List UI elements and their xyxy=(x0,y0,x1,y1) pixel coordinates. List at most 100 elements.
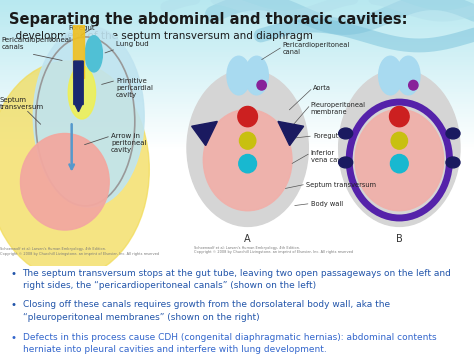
Bar xyxy=(0,87,474,89)
Bar xyxy=(0,144,474,147)
Bar xyxy=(0,10,474,12)
Bar xyxy=(0,84,474,87)
Text: Septum
transversum: Septum transversum xyxy=(0,97,44,110)
Bar xyxy=(0,112,474,114)
Bar xyxy=(0,124,474,127)
Bar xyxy=(0,149,474,355)
Ellipse shape xyxy=(338,70,460,226)
Bar xyxy=(0,107,474,109)
Bar xyxy=(0,99,474,102)
Circle shape xyxy=(390,106,409,127)
Ellipse shape xyxy=(33,26,144,207)
Polygon shape xyxy=(191,121,217,146)
Ellipse shape xyxy=(379,56,402,95)
Text: Aorta: Aorta xyxy=(313,85,331,91)
Bar xyxy=(0,89,474,92)
Bar xyxy=(0,75,474,77)
Text: The septum transversum stops at the gut tube, leaving two open passageways on th: The septum transversum stops at the gut … xyxy=(23,269,451,290)
Bar xyxy=(0,2,474,5)
Text: Schoenwolf et al: Larsen's Human Embryology, 4th Edition.
Copyright © 2008 by Ch: Schoenwolf et al: Larsen's Human Embryol… xyxy=(194,246,353,254)
Ellipse shape xyxy=(227,56,250,95)
Bar xyxy=(0,94,474,97)
Bar xyxy=(0,70,474,72)
Text: •: • xyxy=(11,333,17,343)
Bar xyxy=(0,55,474,57)
Text: •: • xyxy=(11,300,17,310)
Bar xyxy=(0,119,474,122)
Text: Arrow in
peritoneal
cavity: Arrow in peritoneal cavity xyxy=(111,133,146,153)
Bar xyxy=(0,67,474,70)
Bar xyxy=(0,37,474,40)
Ellipse shape xyxy=(338,128,353,139)
Text: Primitive
pericardial
cavity: Primitive pericardial cavity xyxy=(116,78,153,98)
Bar xyxy=(0,60,474,62)
Ellipse shape xyxy=(187,70,308,226)
Ellipse shape xyxy=(68,66,96,119)
Text: Separating the abdominal and thoracic cavities:: Separating the abdominal and thoracic ca… xyxy=(9,12,408,27)
Text: Schoenwolf et al: Larsen's Human Embryology, 4th Edition.
Copyright © 2008 by Ch: Schoenwolf et al: Larsen's Human Embryol… xyxy=(0,247,159,256)
Bar xyxy=(0,57,474,60)
Bar xyxy=(0,142,474,144)
Text: development of the septum transversum and diaphragm: development of the septum transversum an… xyxy=(9,31,313,41)
Ellipse shape xyxy=(0,61,149,278)
Text: Pericardioperitoneal
canal: Pericardioperitoneal canal xyxy=(283,42,350,55)
Bar xyxy=(0,80,474,82)
Ellipse shape xyxy=(338,157,353,168)
Bar xyxy=(0,77,474,80)
Text: Closing off these canals requires growth from the dorsolateral body wall, aka th: Closing off these canals requires growth… xyxy=(23,300,390,322)
Ellipse shape xyxy=(20,133,109,230)
Bar xyxy=(0,147,474,149)
Bar xyxy=(0,109,474,112)
Bar xyxy=(0,104,474,107)
Text: Body wall: Body wall xyxy=(310,201,343,207)
Bar xyxy=(0,15,474,17)
Bar xyxy=(0,52,474,55)
Bar xyxy=(0,25,474,27)
Text: Defects in this process cause CDH (congenital diaphragmatic hernias): abdominal : Defects in this process cause CDH (conge… xyxy=(23,333,436,354)
Bar xyxy=(0,127,474,129)
Ellipse shape xyxy=(446,128,460,139)
Ellipse shape xyxy=(245,56,268,95)
Ellipse shape xyxy=(203,109,292,211)
Bar xyxy=(0,62,474,65)
Bar xyxy=(0,65,474,67)
Bar xyxy=(0,134,474,137)
Bar xyxy=(0,32,474,35)
Text: Lung bud: Lung bud xyxy=(116,41,149,47)
Circle shape xyxy=(391,154,408,173)
Ellipse shape xyxy=(85,36,102,72)
Bar xyxy=(0,72,474,75)
Bar xyxy=(0,30,474,32)
Circle shape xyxy=(238,106,257,127)
Bar xyxy=(0,40,474,42)
Bar xyxy=(0,102,474,104)
Bar xyxy=(0,45,474,47)
Text: Septum transversum: Septum transversum xyxy=(306,182,376,188)
Text: •: • xyxy=(11,269,17,279)
Bar xyxy=(0,137,474,139)
Ellipse shape xyxy=(355,109,444,211)
Text: Pleuroperitoneal
membrane: Pleuroperitoneal membrane xyxy=(310,102,365,115)
Bar xyxy=(0,20,474,22)
Text: Foregut: Foregut xyxy=(69,25,95,31)
Circle shape xyxy=(409,80,418,90)
Circle shape xyxy=(391,132,408,149)
Ellipse shape xyxy=(397,56,420,95)
Text: Inferior
vena cava: Inferior vena cava xyxy=(310,151,345,163)
Circle shape xyxy=(239,132,256,149)
Circle shape xyxy=(257,80,266,90)
Text: Pericardioperitoneal
canals: Pericardioperitoneal canals xyxy=(2,37,72,50)
Bar xyxy=(0,139,474,142)
Text: Foregut: Foregut xyxy=(313,133,338,140)
Bar xyxy=(0,117,474,119)
Bar xyxy=(73,18,83,78)
Bar xyxy=(0,132,474,134)
Bar xyxy=(0,122,474,124)
Bar xyxy=(0,97,474,99)
Circle shape xyxy=(239,154,256,173)
Text: A: A xyxy=(244,234,251,244)
Bar xyxy=(0,42,474,45)
Bar xyxy=(0,50,474,52)
Bar xyxy=(0,5,474,7)
Bar xyxy=(0,82,474,84)
